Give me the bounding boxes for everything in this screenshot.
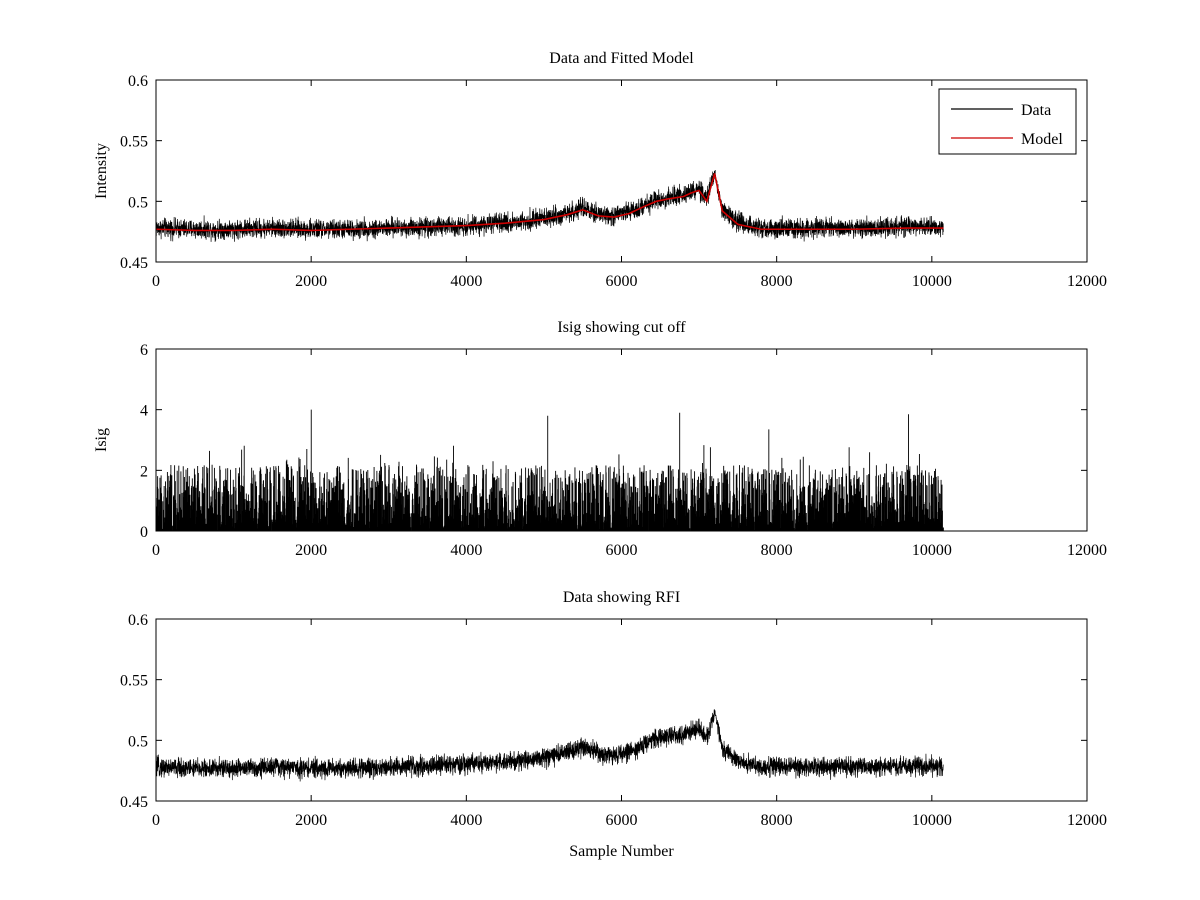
y-tick-label: 4 [140,403,148,420]
x-tick-label: 2000 [295,542,327,559]
x-tick-label: 8000 [761,273,793,290]
x-tick-label: 4000 [450,812,482,829]
x-tick-label: 0 [152,273,160,290]
x-tick-label: 12000 [1067,542,1107,559]
y-tick-label: 0.45 [120,255,148,272]
x-tick-label: 0 [152,812,160,829]
y-axis-label: Isig [93,428,110,452]
y-tick-label: 0.45 [120,794,148,811]
x-tick-label: 10000 [912,273,952,290]
x-tick-label: 12000 [1067,812,1107,829]
x-tick-label: 4000 [450,273,482,290]
series-data-line [156,709,944,782]
x-tick-label: 6000 [606,273,638,290]
y-tick-label: 0.5 [128,733,148,750]
y-tick-label: 0.55 [120,134,148,151]
series-data-line [156,170,944,242]
x-tick-label: 6000 [606,812,638,829]
x-tick-label: 4000 [450,542,482,559]
legend-label-data: Data [1021,102,1051,119]
subplot-3: 0 2000 4000 6000 8000 10000 12000 0.45 0.5 0.55 0.… [120,589,1107,860]
chart-title: Data and Fitted Model [549,50,694,67]
x-tick-label: 2000 [295,273,327,290]
legend: Data Model [938,88,1077,155]
y-tick-label: 0 [140,524,148,541]
legend-box [938,88,1077,155]
plot-area [156,409,944,531]
x-axis-label: Sample Number [569,843,674,860]
x-tick-label: 12000 [1067,273,1107,290]
y-tick-label: 0.6 [128,73,148,90]
x-tick-label: 0 [152,542,160,559]
x-tick-label: 8000 [761,812,793,829]
chart-title: Isig showing cut off [557,319,686,336]
y-tick-label: 6 [140,342,148,359]
y-tick-label: 2 [140,463,148,480]
x-tick-label: 6000 [606,542,638,559]
x-tick-label: 8000 [761,542,793,559]
y-tick-label: 0.6 [128,612,148,629]
subplot-2: 0 2000 4000 6000 8000 10000 12000 0 2 4 6 Isig show… [93,319,1107,559]
x-tick-label: 10000 [912,542,952,559]
series-isig-spikes [156,409,944,531]
x-tick-label: 2000 [295,812,327,829]
subplot-1: 0 2000 4000 6000 8000 10000 12000 0.45 0.5 0.55 0.… [93,50,1107,290]
chart-title: Data showing RFI [563,589,680,606]
legend-label-model: Model [1021,131,1063,148]
x-tick-label: 10000 [912,812,952,829]
series-model-line [156,173,944,232]
y-tick-label: 0.55 [120,673,148,690]
plot-area [156,170,944,242]
plot-area [156,709,944,782]
y-axis-label: Intensity [93,143,110,199]
y-tick-label: 0.5 [128,194,148,211]
